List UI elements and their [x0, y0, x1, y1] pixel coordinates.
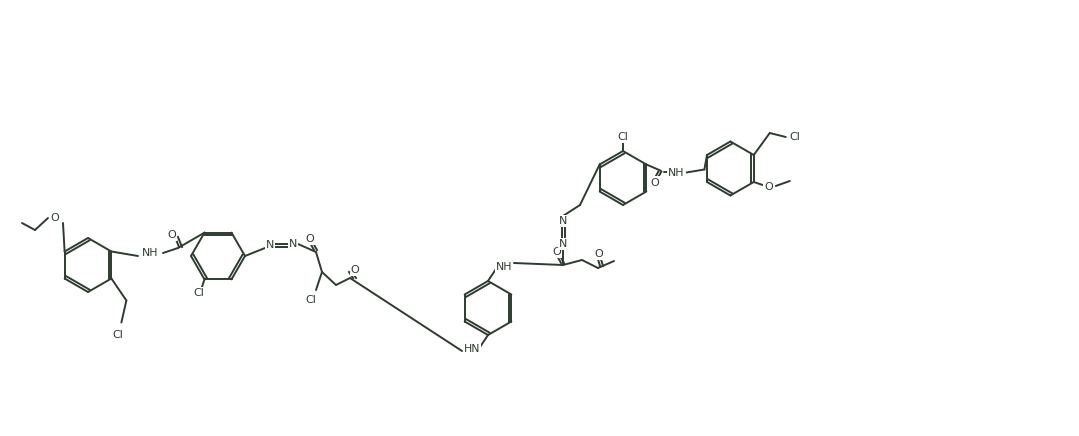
Text: Cl: Cl: [617, 132, 628, 142]
Text: NH: NH: [668, 167, 685, 177]
Text: N: N: [559, 216, 568, 226]
Text: Cl: Cl: [193, 288, 204, 298]
Text: O: O: [595, 249, 603, 259]
Text: NH: NH: [495, 262, 513, 272]
Text: O: O: [167, 230, 176, 240]
Text: HN: HN: [464, 344, 480, 354]
Text: O: O: [650, 177, 659, 187]
Text: N: N: [265, 240, 274, 250]
Text: O: O: [305, 234, 314, 244]
Text: Cl: Cl: [305, 295, 316, 305]
Text: O: O: [552, 247, 561, 257]
Text: O: O: [351, 265, 359, 275]
Text: O: O: [764, 182, 774, 192]
Text: NH: NH: [141, 248, 159, 258]
Text: Cl: Cl: [790, 132, 801, 142]
Text: Cl: Cl: [112, 330, 123, 340]
Text: N: N: [289, 239, 297, 249]
Text: N: N: [559, 239, 568, 249]
Text: O: O: [51, 213, 59, 223]
